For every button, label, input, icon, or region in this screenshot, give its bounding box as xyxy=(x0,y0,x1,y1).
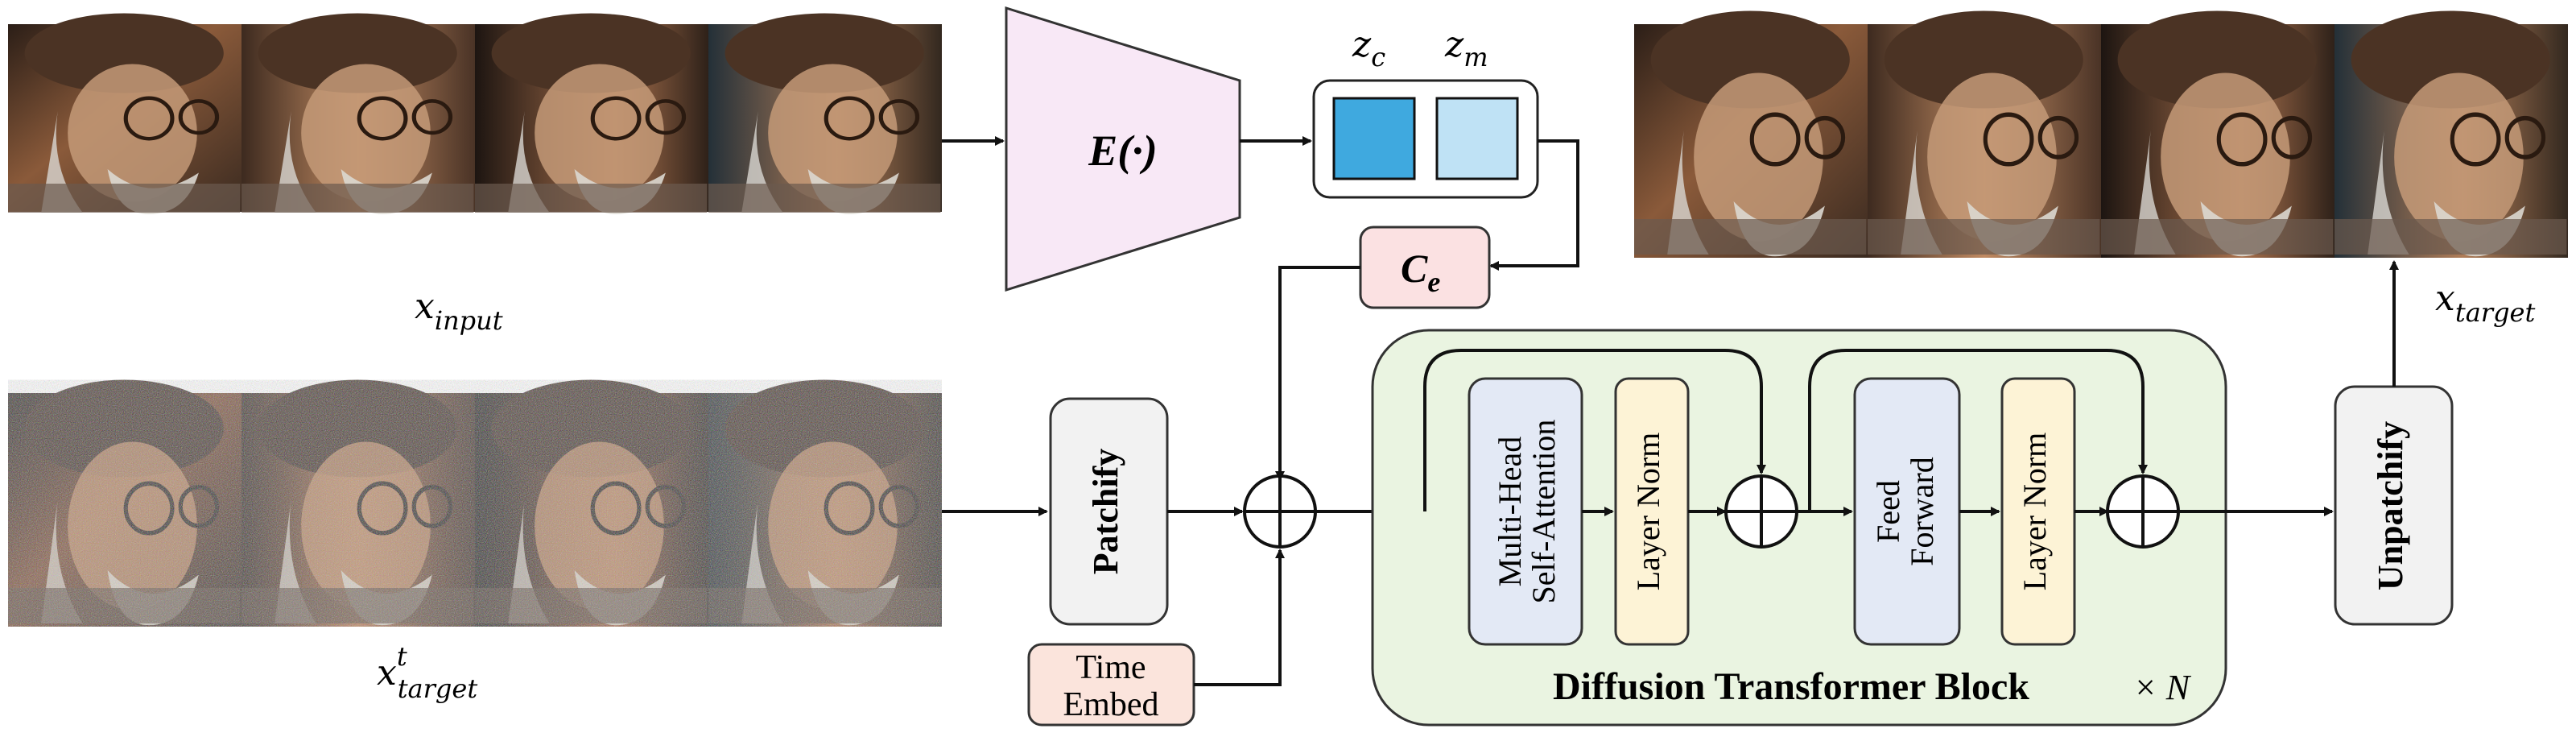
unpatchify-label: Unpatchify xyxy=(2371,421,2410,590)
latent-zm-label: zm xyxy=(1444,24,1488,72)
time-embed-line1: Time xyxy=(1075,649,1146,686)
input-frame-2 xyxy=(242,14,475,214)
add-operator-input xyxy=(1243,474,1317,549)
add-operator-residual-1 xyxy=(1724,474,1798,549)
latent-zc xyxy=(1332,97,1416,180)
ff-line2: Forward xyxy=(1904,457,1940,566)
ff-line1: Feed xyxy=(1870,480,1906,543)
noisy-label: xt target xyxy=(377,641,477,704)
repeat-label: × N xyxy=(2133,668,2192,707)
input-frame-1 xyxy=(8,14,242,214)
encoder-block xyxy=(1005,6,1241,292)
output-label: xtarget xyxy=(2435,278,2535,328)
output-frames xyxy=(1634,11,2568,259)
time-embed-line2: Embed xyxy=(1063,686,1159,723)
mhsa-line1: Multi-Head xyxy=(1492,437,1528,587)
latent-zc-label: zc xyxy=(1352,24,1385,72)
layer-norm-2-label: Layer Norm xyxy=(2017,433,2053,591)
mhsa-line2: Self-Attention xyxy=(1525,420,1562,604)
patchify-label: Patchify xyxy=(1086,449,1125,574)
noisy-frames xyxy=(8,380,942,627)
input-label: xinput xyxy=(415,286,503,336)
encoder-label: E(·) xyxy=(1088,126,1157,175)
layer-norm-1-label: Layer Norm xyxy=(1630,433,1666,591)
add-operator-residual-2 xyxy=(2106,474,2180,549)
latent-zm xyxy=(1435,97,1519,180)
input-frame-4 xyxy=(708,14,942,214)
input-frames xyxy=(8,14,942,214)
input-frame-3 xyxy=(475,14,708,214)
condition-embedding-label: Ce xyxy=(1401,246,1440,298)
dit-block-label: Diffusion Transformer Block xyxy=(1553,665,2029,708)
